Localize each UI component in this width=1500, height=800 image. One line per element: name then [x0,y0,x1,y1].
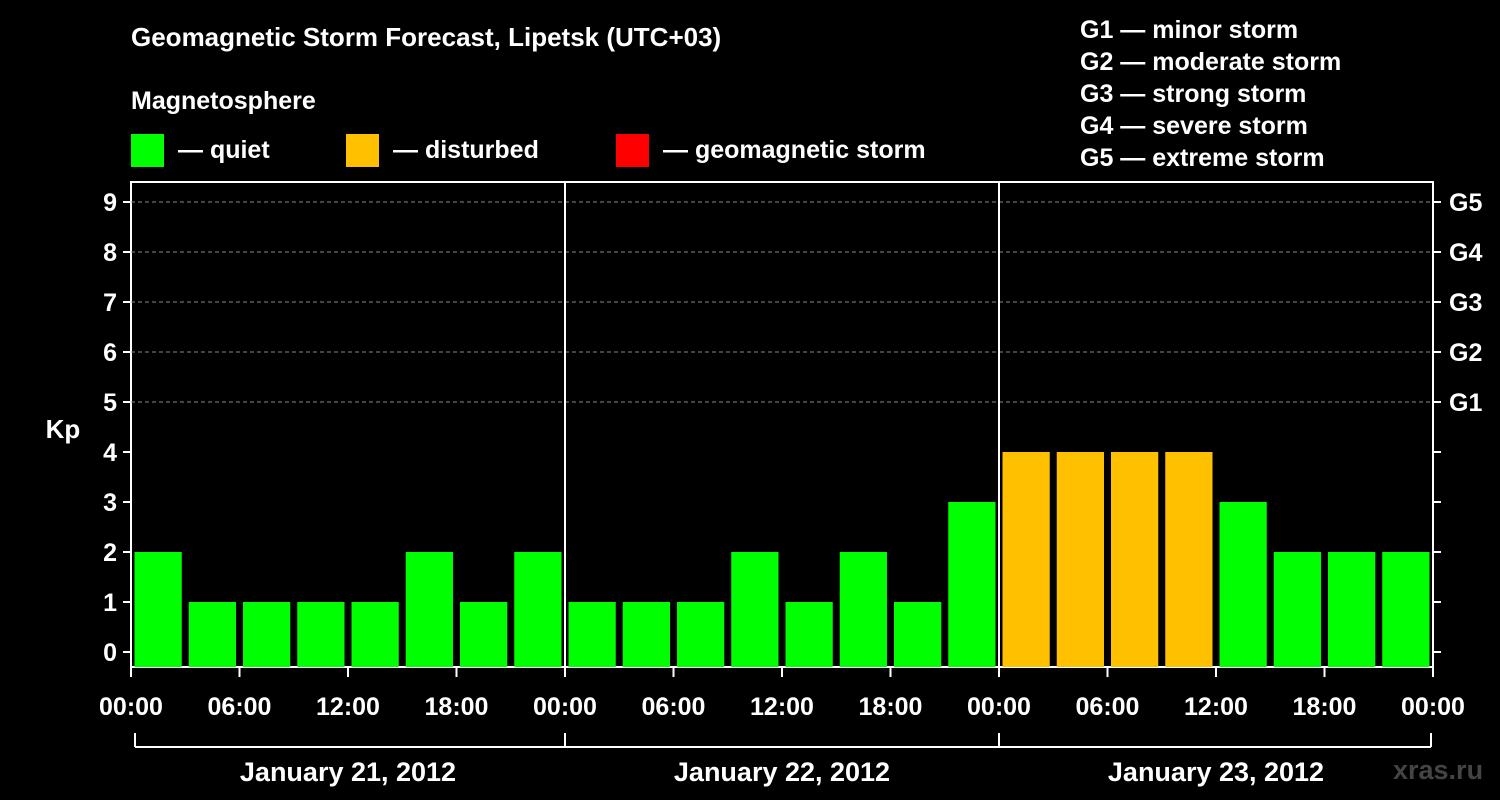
ytick-label-6: 6 [103,339,117,367]
ytick-label-8: 8 [103,239,117,267]
chart-title: Geomagnetic Storm Forecast, Lipetsk (UTC… [131,22,722,52]
bar-3 [297,602,345,667]
y-axis-label: Kp [46,414,81,444]
storm-scale-g5: G5 — extreme storm [1080,144,1325,172]
bar-12 [785,602,833,667]
xtick-label-12: 00:00 [1401,693,1465,721]
bar-14 [894,602,942,667]
xtick-label-11: 18:00 [1293,693,1357,721]
legend-item-disturbed: — disturbed [346,133,539,167]
ytick-label-4: 4 [103,439,117,467]
legend-swatch-disturbed [346,133,379,167]
bar-23 [1382,552,1430,667]
bar-9 [622,602,670,667]
bar-5 [405,552,453,667]
day-label-0: January 21, 2012 [240,757,456,787]
right-label-G2: G2 [1449,339,1482,367]
legend-item-storm: — geomagnetic storm [616,133,926,167]
bar-16 [1002,452,1050,667]
bar-19 [1165,452,1213,667]
bar-17 [1056,452,1104,667]
xtick-label-2: 12:00 [316,693,380,721]
bar-7 [514,552,562,667]
bar-15 [948,502,996,667]
ytick-label-5: 5 [103,389,117,417]
xtick-label-9: 06:00 [1076,693,1140,721]
xtick-label-8: 00:00 [967,693,1031,721]
legend-label-quiet: — quiet [178,135,270,164]
right-label-G5: G5 [1449,189,1482,217]
legend-swatch-quiet [131,133,164,167]
legend-title: Magnetosphere [131,87,316,115]
legend-item-quiet: — quiet [131,133,270,167]
bar-20 [1219,502,1267,667]
right-label-G4: G4 [1449,239,1482,267]
bar-10 [677,602,725,667]
bar-6 [460,602,508,667]
ytick-label-2: 2 [103,539,117,567]
bar-22 [1328,552,1376,667]
ytick-label-9: 9 [103,189,117,217]
legend-label-disturbed: — disturbed [393,135,539,164]
xtick-label-10: 12:00 [1184,693,1248,721]
bar-4 [351,602,399,667]
xtick-label-6: 12:00 [750,693,814,721]
legend-swatch-storm [616,133,649,167]
bar-8 [568,602,616,667]
ytick-label-0: 0 [103,639,117,667]
xtick-label-7: 18:00 [859,693,923,721]
bar-18 [1111,452,1159,667]
bar-21 [1273,552,1321,667]
bar-2 [243,602,291,667]
day-label-1: January 22, 2012 [674,757,890,787]
bar-1 [188,602,236,667]
bar-11 [731,552,779,667]
xtick-label-1: 06:00 [208,693,272,721]
xtick-label-3: 18:00 [425,693,489,721]
right-label-G3: G3 [1449,289,1482,317]
xtick-label-0: 00:00 [99,693,163,721]
legend-label-storm: — geomagnetic storm [663,135,926,164]
ytick-label-1: 1 [103,589,117,617]
storm-scale-g2: G2 — moderate storm [1080,48,1342,76]
bar-0 [134,552,182,667]
xtick-label-5: 06:00 [642,693,706,721]
ytick-label-3: 3 [103,489,117,517]
storm-scale-g4: G4 — severe storm [1080,112,1308,140]
bar-13 [839,552,887,667]
storm-scale-g1: G1 — minor storm [1080,16,1299,44]
storm-scale-legend: G1 — minor storm G2 — moderate storm G3 … [1080,14,1341,174]
xtick-label-4: 00:00 [533,693,597,721]
watermark: xras.ru [1393,755,1484,785]
storm-scale-g3: G3 — strong storm [1080,80,1307,108]
day-label-2: January 23, 2012 [1108,757,1324,787]
right-label-G1: G1 [1449,389,1482,417]
ytick-label-7: 7 [103,289,117,317]
